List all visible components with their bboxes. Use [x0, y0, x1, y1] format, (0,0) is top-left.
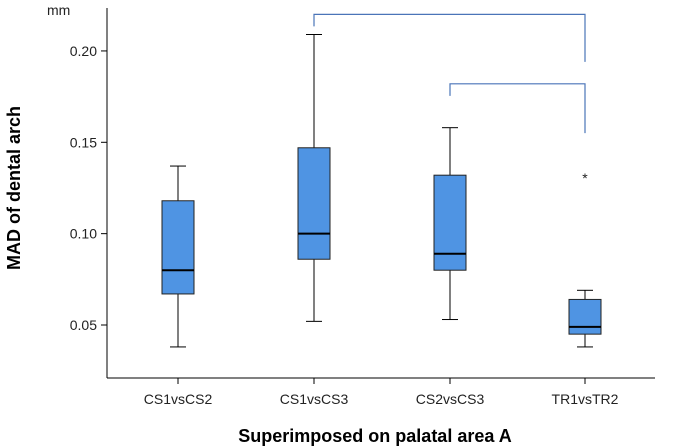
box-TR1vsTR2 — [568, 298, 602, 335]
significance-bracket — [449, 83, 586, 134]
y-tick-label: 0.20 — [70, 43, 97, 59]
outlier-marker: * — [582, 170, 588, 186]
x-tick-label: TR1vsTR2 — [552, 391, 619, 407]
x-axis-title: Superimposed on palatal area A — [238, 426, 511, 446]
plot-area: 0.05 0.10 0.15 0.20 CS1vsCS2 CS1vsCS3 CS2vsCS3… — [70, 8, 655, 407]
y-axis-title: MAD of dental arch — [4, 106, 24, 270]
box-CS2vsCS3 — [433, 174, 467, 271]
y-tick-label: 0.15 — [70, 134, 97, 150]
significance-bracket — [313, 13, 586, 62]
x-tick-label: CS2vsCS3 — [416, 391, 485, 407]
x-tick-label: CS1vsCS3 — [280, 391, 349, 407]
y-tick-label: 0.10 — [70, 226, 97, 242]
y-unit-label: mm — [47, 2, 70, 18]
box-CS1vsCS2 — [161, 200, 195, 295]
x-tick-label: CS1vsCS2 — [144, 391, 213, 407]
box-CS1vsCS3 — [297, 147, 331, 260]
y-tick-label: 0.05 — [70, 317, 97, 333]
